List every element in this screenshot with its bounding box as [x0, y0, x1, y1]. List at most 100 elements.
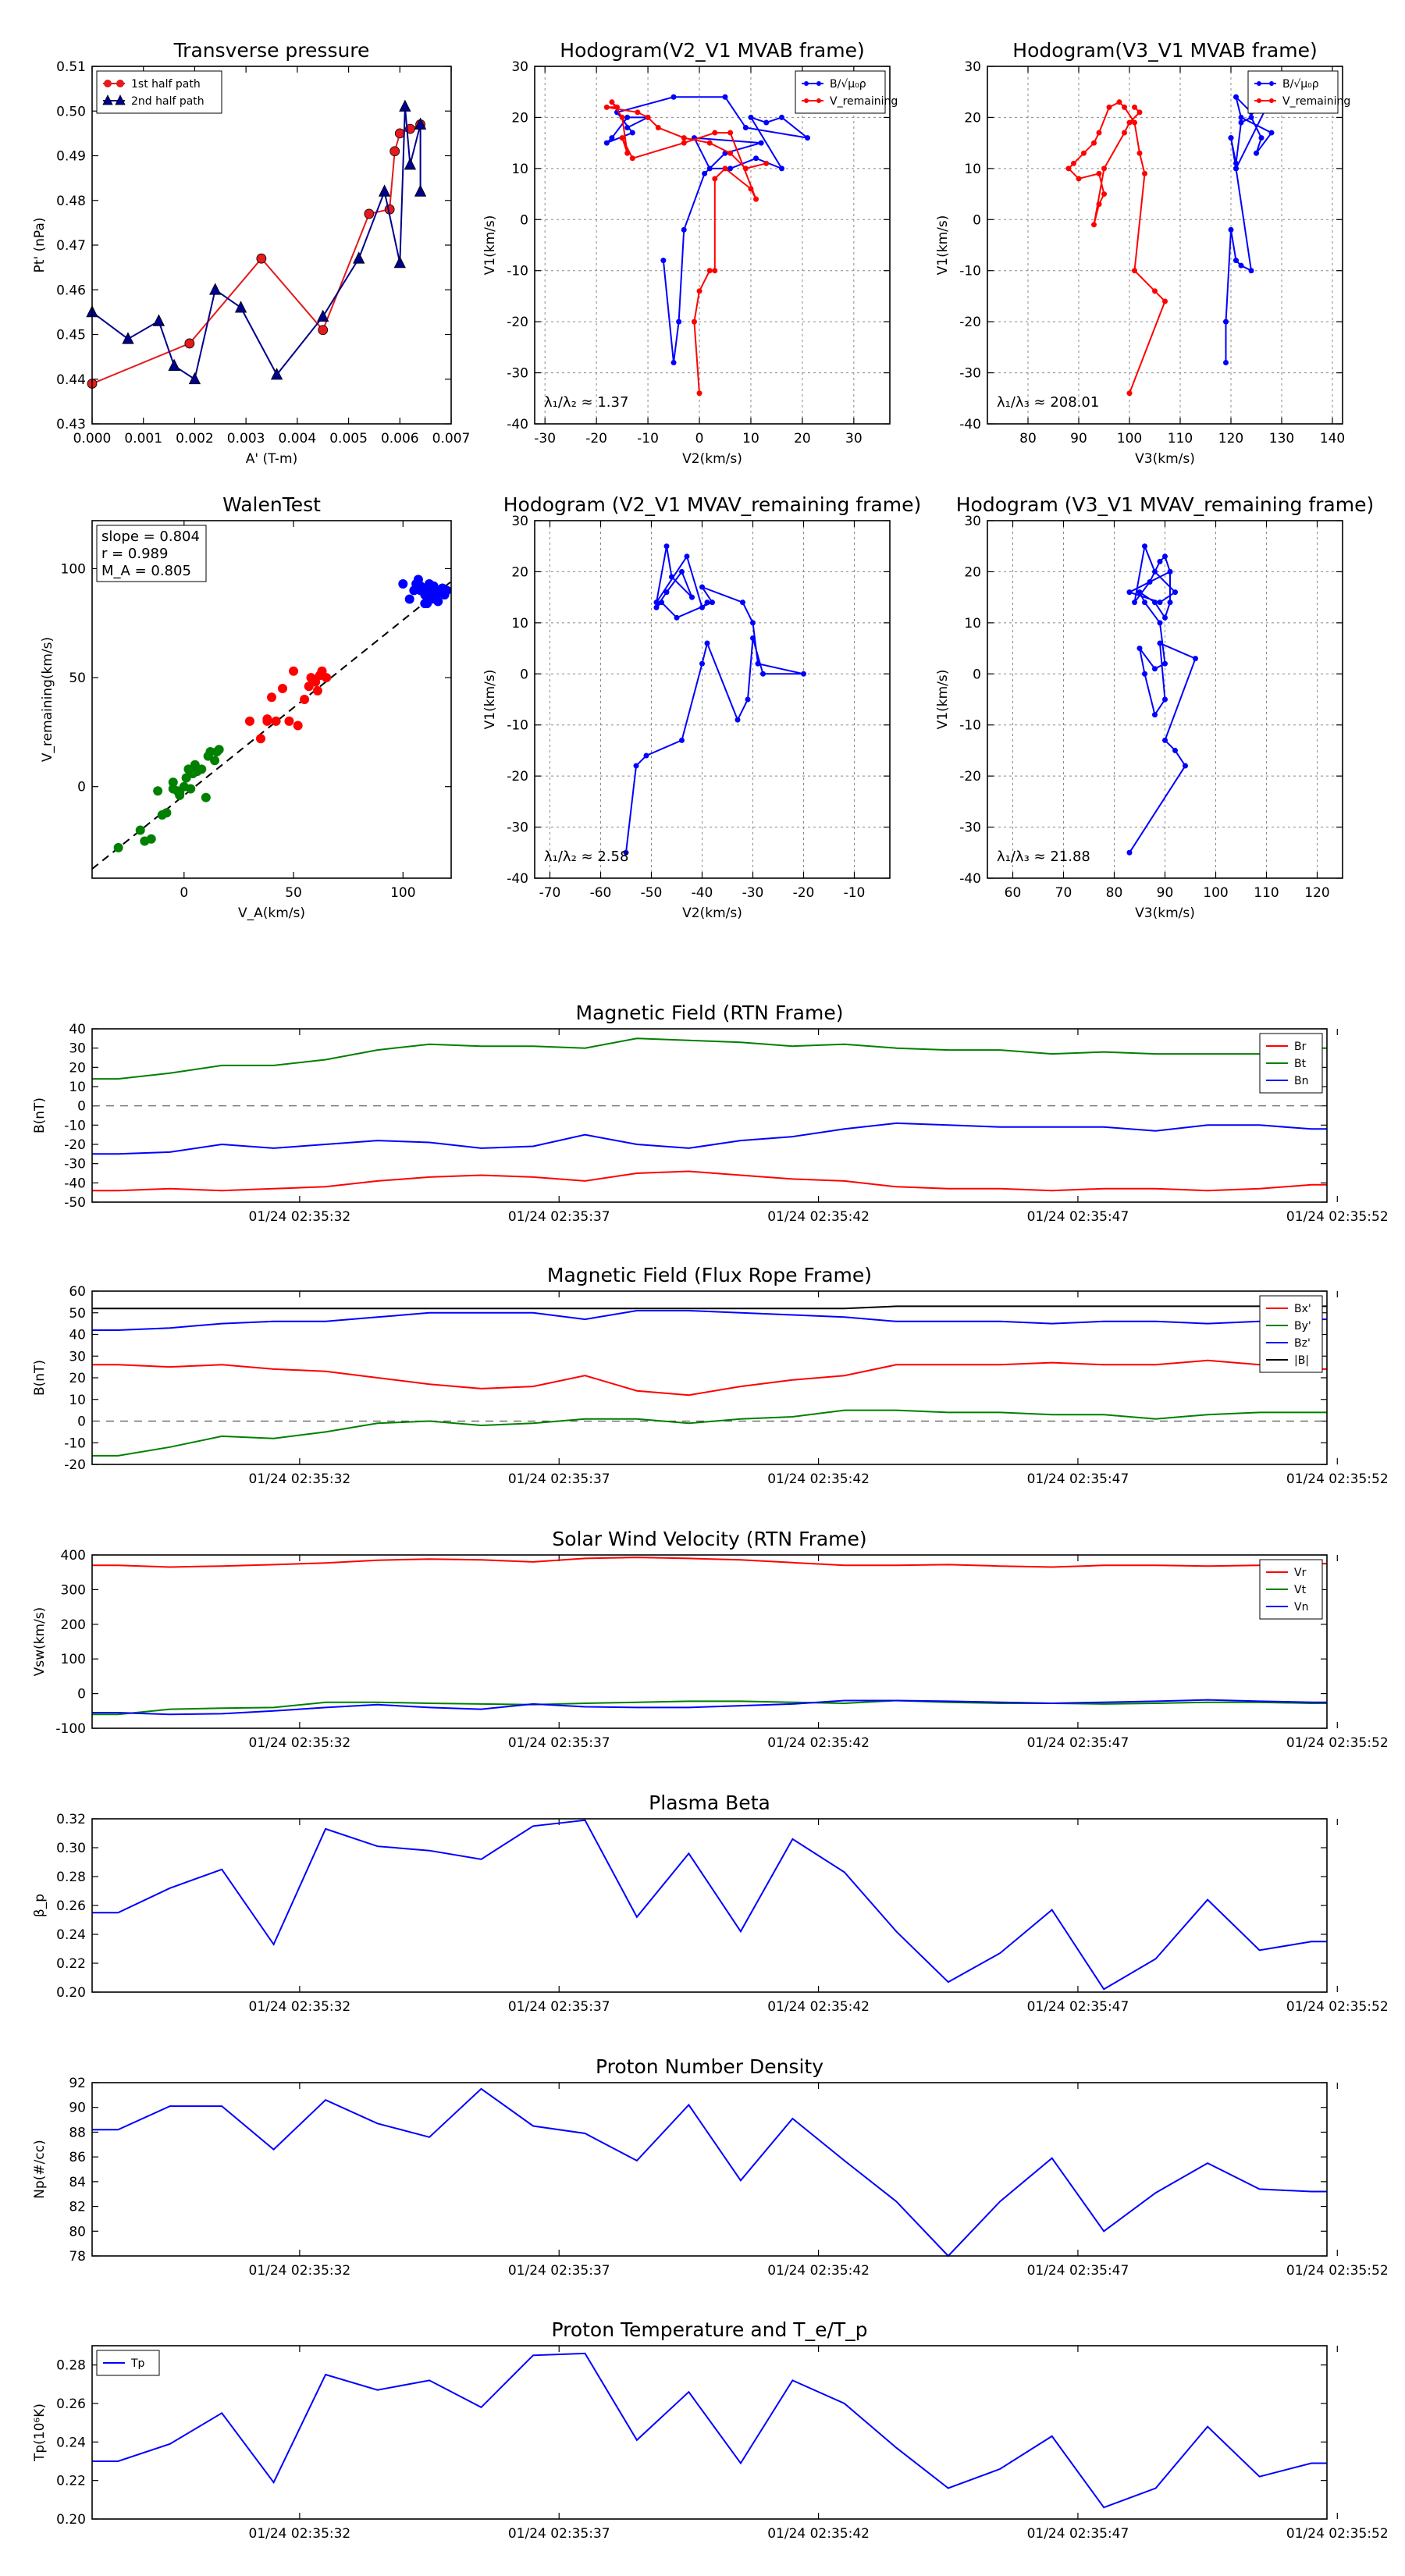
data-point	[1126, 390, 1133, 397]
eigen-ratio-annotation: λ₁/λ₂ ≈ 2.58	[544, 849, 628, 865]
scatter-point	[162, 808, 172, 818]
x-tick-label: -50	[641, 885, 663, 901]
plot-frame	[91, 2082, 1328, 2257]
y-axis-label: β_p	[32, 1894, 48, 1917]
scatter-point	[271, 716, 281, 726]
legend-label: Bn	[1294, 1075, 1308, 1087]
data-point	[804, 135, 810, 141]
data-point	[1136, 150, 1143, 156]
data-point	[1065, 165, 1072, 172]
x-tick-label: 10	[742, 431, 759, 447]
y-axis-label: B(nT)	[32, 1098, 48, 1133]
y-axis-label: V_remaining(km/s)	[40, 637, 55, 762]
data-point	[727, 150, 734, 156]
scatter-point	[424, 578, 434, 589]
data-point	[1238, 114, 1244, 120]
y-tick-label: -20	[959, 769, 981, 785]
data-point	[1233, 165, 1239, 172]
y-tick-label: 0.49	[56, 149, 86, 165]
data-point	[712, 268, 718, 274]
x-tick-label: 90	[1157, 885, 1174, 901]
y-tick-label: 0	[77, 780, 86, 795]
y-tick-label: 78	[69, 2249, 86, 2265]
x-axis-label: V_A(km/s)	[238, 906, 305, 921]
scatter-point	[293, 720, 303, 731]
x-tick-label: 70	[1055, 885, 1072, 901]
y-tick-label: -50	[64, 1195, 86, 1211]
x-tick-label: -20	[585, 431, 607, 447]
ts_beta-timeseries-chart: Plasma Beta 0.20 0.22 0.24 0.26 0.28 0.30 0.32 0…	[32, 1791, 1389, 2015]
plot-frame	[91, 1028, 1328, 1203]
y-tick-label: 30	[964, 59, 981, 75]
data-point	[659, 600, 664, 606]
plot-frame	[534, 520, 891, 879]
data-point	[755, 660, 761, 667]
data-point	[1142, 543, 1147, 550]
chart-title: Hodogram (V2_V1 MVAV_remaining frame)	[503, 493, 922, 516]
data-point	[614, 104, 621, 110]
data-point	[1223, 359, 1229, 365]
data-point	[1132, 268, 1137, 274]
data-point	[624, 114, 631, 120]
y-tick-label: 0.32	[56, 1812, 86, 1827]
y-tick-label: 30	[69, 1041, 86, 1057]
y-tick-label: -20	[959, 315, 981, 330]
scatter-point	[214, 745, 224, 755]
walen-test-chart: WalenTest 0 50 100 0 50 100 V_remaining(km/s) V_…	[40, 493, 452, 921]
data-point	[234, 301, 247, 313]
data-point	[623, 849, 629, 856]
y-tick-label: -40	[507, 417, 528, 432]
plot-frame	[91, 1290, 1328, 1465]
data-point	[699, 604, 705, 610]
x-tick-label: 01/24 02:35:37	[508, 1471, 610, 1487]
data-point	[696, 390, 702, 397]
x-tick-label: -20	[793, 885, 815, 901]
data-point	[712, 176, 718, 182]
legend-label: Tp	[130, 2357, 145, 2370]
x-tick-label: 60	[1005, 885, 1022, 901]
data-point	[184, 338, 195, 349]
data-point	[681, 226, 687, 233]
plot-frame	[91, 66, 452, 425]
data-point	[1071, 160, 1076, 166]
legend-label: |B|	[1294, 1354, 1309, 1367]
data-point	[414, 117, 427, 130]
y-tick-label: 0.28	[56, 1870, 86, 1885]
y-tick-label: 100	[61, 561, 86, 577]
data-point	[1162, 696, 1168, 703]
x-tick-label: 01/24 02:35:32	[249, 1735, 351, 1751]
chart-title: Hodogram(V2_V1 MVAB frame)	[560, 39, 864, 62]
x-tick-label: 01/24 02:35:37	[508, 2263, 610, 2279]
data-point	[1257, 81, 1261, 86]
y-tick-label: -30	[959, 820, 981, 836]
y-tick-label: 92	[69, 2076, 86, 2091]
data-point	[722, 94, 728, 100]
plot-frame	[534, 66, 891, 425]
scatter-point	[205, 747, 215, 757]
data-point	[653, 604, 660, 610]
data-point	[1257, 98, 1261, 103]
y-tick-label: 88	[69, 2125, 86, 2140]
data-point	[763, 119, 770, 126]
x-tick-label: 120	[1304, 885, 1329, 901]
data-point	[779, 165, 785, 172]
data-point	[1122, 104, 1127, 110]
series-line-circle	[91, 123, 422, 385]
y-tick-label: 10	[964, 616, 981, 632]
y-axis-label: Vsw(km/s)	[32, 1607, 48, 1677]
legend-label: Vt	[1294, 1584, 1307, 1596]
data-point	[1157, 640, 1163, 646]
data-point	[679, 737, 685, 743]
scatter-point	[300, 695, 310, 704]
data-point	[1091, 222, 1097, 228]
y-tick-label: 200	[61, 1617, 86, 1633]
data-point	[603, 104, 610, 110]
y-tick-label: 0.22	[56, 1956, 86, 1972]
scatter-point	[322, 673, 332, 683]
data-point	[1172, 747, 1178, 753]
x-tick-label: 30	[845, 431, 863, 447]
data-point	[609, 135, 615, 141]
data-point	[102, 94, 113, 105]
plot-frame	[91, 1554, 1328, 1729]
x-tick-label: -30	[534, 431, 556, 447]
